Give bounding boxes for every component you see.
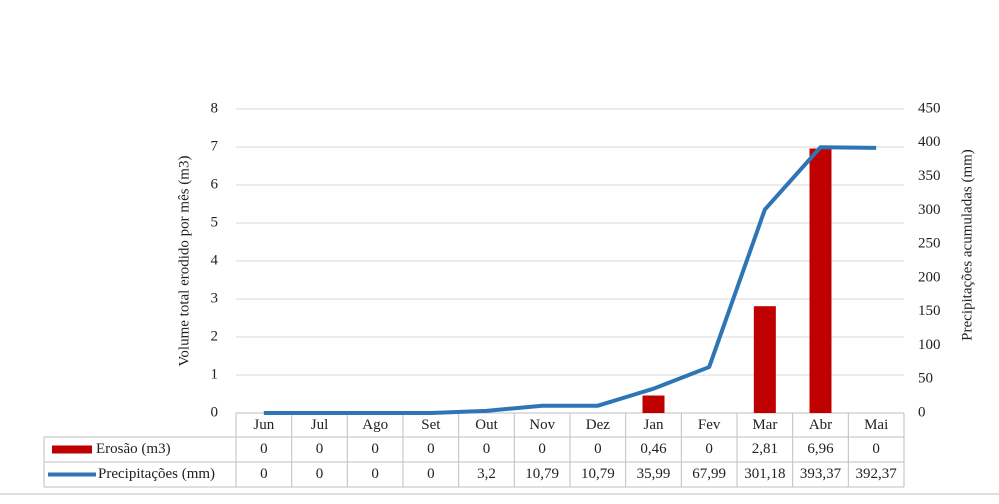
x-tick-label: Abr	[809, 417, 832, 433]
y2-tick-label: 100	[918, 337, 941, 353]
table-value: 0	[427, 466, 435, 482]
table-value: 0	[427, 441, 435, 457]
legend-label: Precipitações (mm)	[98, 466, 215, 482]
table-value: 0	[316, 441, 324, 457]
table-value: 0	[371, 466, 379, 482]
y2-tick-label: 400	[918, 134, 941, 150]
y2-tick-label: 300	[918, 202, 941, 218]
table-value: 0	[316, 466, 324, 482]
x-tick-label: Set	[421, 417, 441, 433]
table-value: 0	[705, 441, 713, 457]
table-value: 0	[260, 466, 268, 482]
x-tick-label: Nov	[529, 417, 555, 433]
table-value: 10,79	[525, 466, 559, 482]
table-value: 0	[371, 441, 379, 457]
y2-tick-label: 200	[918, 269, 941, 285]
table-value: 0,46	[640, 441, 667, 457]
table-value: 67,99	[692, 466, 726, 482]
y-tick-label: 0	[211, 404, 219, 420]
y2-tick-label: 50	[918, 371, 933, 387]
x-tick-label: Mar	[752, 417, 777, 433]
table-value: 35,99	[637, 466, 671, 482]
table-value: 10,79	[581, 466, 615, 482]
x-tick-label: Fev	[698, 417, 721, 433]
table-value: 0	[872, 441, 880, 457]
y-tick-label: 6	[211, 176, 219, 192]
table-value: 392,37	[856, 466, 898, 482]
table-value: 0	[594, 441, 602, 457]
x-tick-label: Jan	[644, 417, 664, 433]
y2-tick-label: 350	[918, 168, 941, 184]
x-tick-label: Jun	[253, 417, 274, 433]
y2-tick-label: 150	[918, 303, 941, 319]
bar	[642, 395, 665, 413]
bar	[753, 306, 776, 413]
table-value: 301,18	[744, 466, 785, 482]
y2-axis-title: Precipitações acumuladas (mm)	[959, 149, 975, 341]
table-value: 0	[483, 441, 491, 457]
x-tick-label: Out	[475, 417, 498, 433]
x-tick-label: Jul	[311, 417, 329, 433]
y-tick-label: 4	[211, 252, 219, 268]
y-tick-label: 2	[211, 328, 219, 344]
y-tick-label: 3	[211, 290, 219, 306]
legend-key	[52, 445, 92, 454]
table-value: 0	[260, 441, 268, 457]
x-tick-label: Ago	[362, 417, 388, 433]
y-tick-label: 5	[211, 214, 219, 230]
legend-label: Erosão (m3)	[96, 441, 171, 457]
table-value: 3,2	[477, 466, 496, 482]
line	[263, 145, 877, 415]
x-tick-label: Mai	[864, 417, 888, 433]
y2-tick-label: 450	[918, 100, 941, 116]
y2-tick-label: 0	[918, 404, 926, 420]
x-tick-label: Dez	[586, 417, 610, 433]
y-tick-label: 7	[211, 138, 219, 154]
bar	[809, 148, 832, 413]
y-axis-title: Volume total erodido por mês (m3)	[176, 156, 192, 367]
table-value: 0	[538, 441, 546, 457]
table-value: 2,81	[752, 441, 778, 457]
y-tick-label: 8	[211, 100, 219, 116]
table-value: 393,37	[800, 466, 842, 482]
y2-tick-label: 250	[918, 236, 941, 252]
y-tick-label: 1	[211, 366, 219, 382]
table-value: 6,96	[807, 441, 834, 457]
